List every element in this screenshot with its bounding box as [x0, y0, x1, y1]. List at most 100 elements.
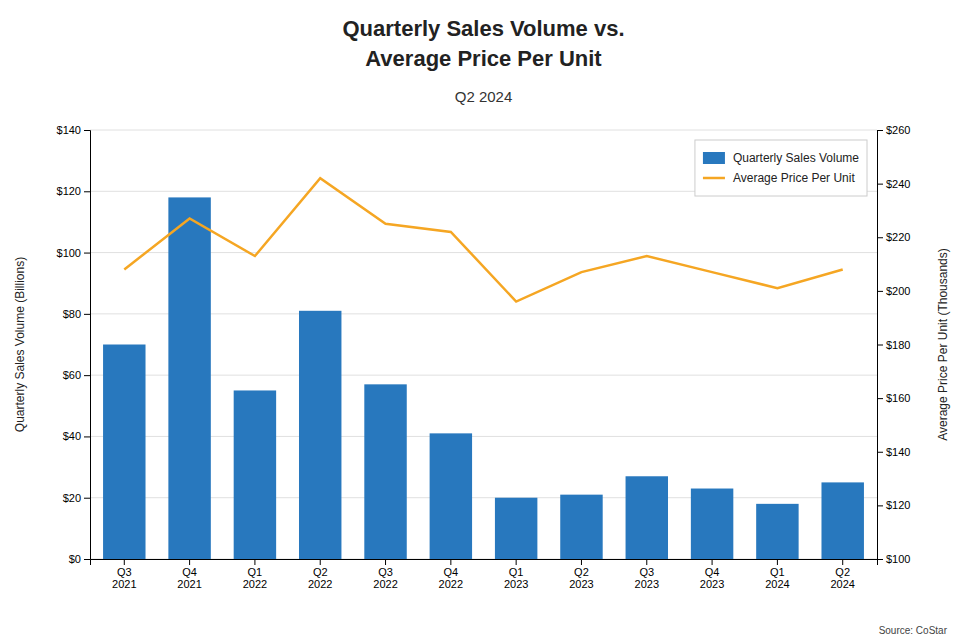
tick-mark: [877, 291, 883, 292]
tick-label: Q42023: [700, 566, 724, 591]
tick-label: $200: [886, 285, 910, 297]
grid-line: [90, 130, 877, 131]
tick: $220: [877, 231, 910, 243]
tick-mark: [777, 559, 778, 565]
tick-mark: [877, 398, 883, 399]
tick-label: Q22023: [569, 566, 593, 591]
chart: Quarterly Sales Volume vs.Average Price …: [0, 0, 967, 644]
marks: [103, 178, 864, 559]
tick-label: $20: [63, 492, 81, 504]
legend-item: Average Price Per Unit: [703, 171, 856, 185]
tick: $140: [57, 124, 90, 136]
tick-label: $140: [57, 124, 81, 136]
plot: $0$20$40$60$80$100$120$140$100$120$140$1…: [57, 124, 911, 590]
tick: $60: [63, 369, 90, 381]
tick-mark: [84, 253, 90, 254]
tick-mark: [84, 375, 90, 376]
tick: $120: [877, 499, 910, 511]
axis-line: [84, 131, 91, 560]
tick: Q22024: [830, 559, 854, 590]
tick: $200: [877, 285, 910, 297]
bar: [756, 504, 798, 559]
tick: $100: [877, 553, 910, 565]
tick-label: $80: [63, 308, 81, 320]
tick: Q22023: [569, 559, 593, 590]
bar: [821, 482, 863, 559]
tick: $120: [57, 185, 90, 197]
tick-label: Q32022: [373, 566, 397, 591]
tick-label: $60: [63, 369, 81, 381]
axis: $0 $20 $40 $60 $80 $100 $120 $140: [57, 124, 91, 565]
tick-mark: [877, 345, 883, 346]
bar: [168, 197, 210, 559]
tick-mark: [877, 237, 883, 238]
legend-swatch: [703, 152, 725, 164]
tick: $180: [877, 339, 910, 351]
tick-label: Q12022: [243, 566, 267, 591]
tick-mark: [84, 498, 90, 499]
bar: [560, 495, 602, 559]
tick-mark: [877, 505, 883, 506]
tick-label: Q42021: [177, 566, 201, 591]
bar: [626, 476, 668, 559]
tick-label: $100: [57, 247, 81, 259]
tick-label: $240: [886, 178, 910, 190]
line: [124, 178, 842, 301]
tick-mark: [84, 436, 90, 437]
bar: [430, 433, 472, 559]
tick-mark: [712, 559, 713, 565]
tick: Q32021: [112, 559, 136, 590]
tick: Q32023: [635, 559, 659, 590]
bar: [691, 489, 733, 559]
tick-mark: [320, 559, 321, 565]
tick: Q12023: [504, 559, 528, 590]
tick-mark: [581, 559, 582, 565]
tick-label: $120: [57, 185, 81, 197]
tick-label: Q22022: [308, 566, 332, 591]
tick-mark: [385, 559, 386, 565]
bar: [364, 384, 406, 559]
axis-title: Average Price Per Unit (Thousands): [936, 248, 950, 441]
axis: $100 $120 $140 $160 $180 $200 $220 $240 $260: [877, 124, 910, 565]
tick-mark: [84, 559, 90, 560]
tick: $80: [63, 308, 90, 320]
tick: $140: [877, 446, 910, 458]
tick-mark: [877, 130, 883, 131]
tick-mark: [84, 130, 90, 131]
grid: [90, 130, 877, 559]
tick-mark: [877, 452, 883, 453]
tick-mark: [646, 559, 647, 565]
tick-label: Q22024: [830, 566, 854, 591]
title: Quarterly Sales Volume vs.Average Price …: [342, 16, 624, 71]
tick-label: $120: [886, 499, 910, 511]
tick: Q12022: [243, 559, 267, 590]
tick: $100: [57, 247, 90, 259]
tick-mark: [84, 191, 90, 192]
axis: Q32021Q42021Q12022Q22022Q32022Q42022Q120…: [91, 559, 878, 590]
legend: Quarterly Sales Volume Average Price Per …: [695, 140, 867, 196]
tick-mark: [450, 559, 451, 565]
tick: Q32022: [373, 559, 397, 590]
tick: $0: [69, 553, 90, 565]
tick: Q22022: [308, 559, 332, 590]
tick: Q12024: [765, 559, 789, 590]
tick-label: Q32023: [635, 566, 659, 591]
bar: [234, 390, 276, 559]
tick-label: $180: [886, 339, 910, 351]
tick-label: Q32021: [112, 566, 136, 591]
subtitle: Q2 2024: [455, 88, 513, 105]
legend-label: Quarterly Sales Volume: [733, 151, 859, 165]
tick-mark: [189, 559, 190, 565]
axis-line: [878, 131, 884, 560]
tick-label: $0: [69, 553, 81, 565]
tick-label: $40: [63, 430, 81, 442]
axis-title: Quarterly Sales Volume (Billions): [13, 257, 27, 432]
bar: [495, 498, 537, 559]
bar: [103, 345, 145, 560]
tick-label: $100: [886, 553, 910, 565]
tick: $160: [877, 392, 910, 404]
tick-mark: [124, 559, 125, 565]
bar-series: [103, 197, 864, 559]
legend-item: Quarterly Sales Volume: [703, 151, 859, 165]
tick: $260: [877, 124, 910, 136]
